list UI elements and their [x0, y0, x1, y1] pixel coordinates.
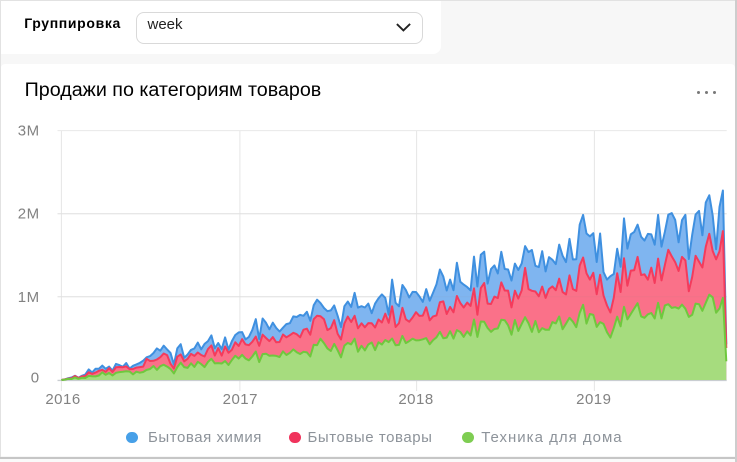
svg-text:1M: 1M — [18, 289, 40, 306]
svg-text:2016: 2016 — [45, 391, 80, 408]
svg-text:2019: 2019 — [576, 391, 611, 408]
svg-text:0: 0 — [31, 369, 40, 386]
svg-text:3M: 3M — [18, 122, 40, 139]
svg-text:2017: 2017 — [223, 391, 258, 408]
svg-text:2018: 2018 — [398, 391, 433, 408]
svg-text:2M: 2M — [18, 205, 40, 222]
